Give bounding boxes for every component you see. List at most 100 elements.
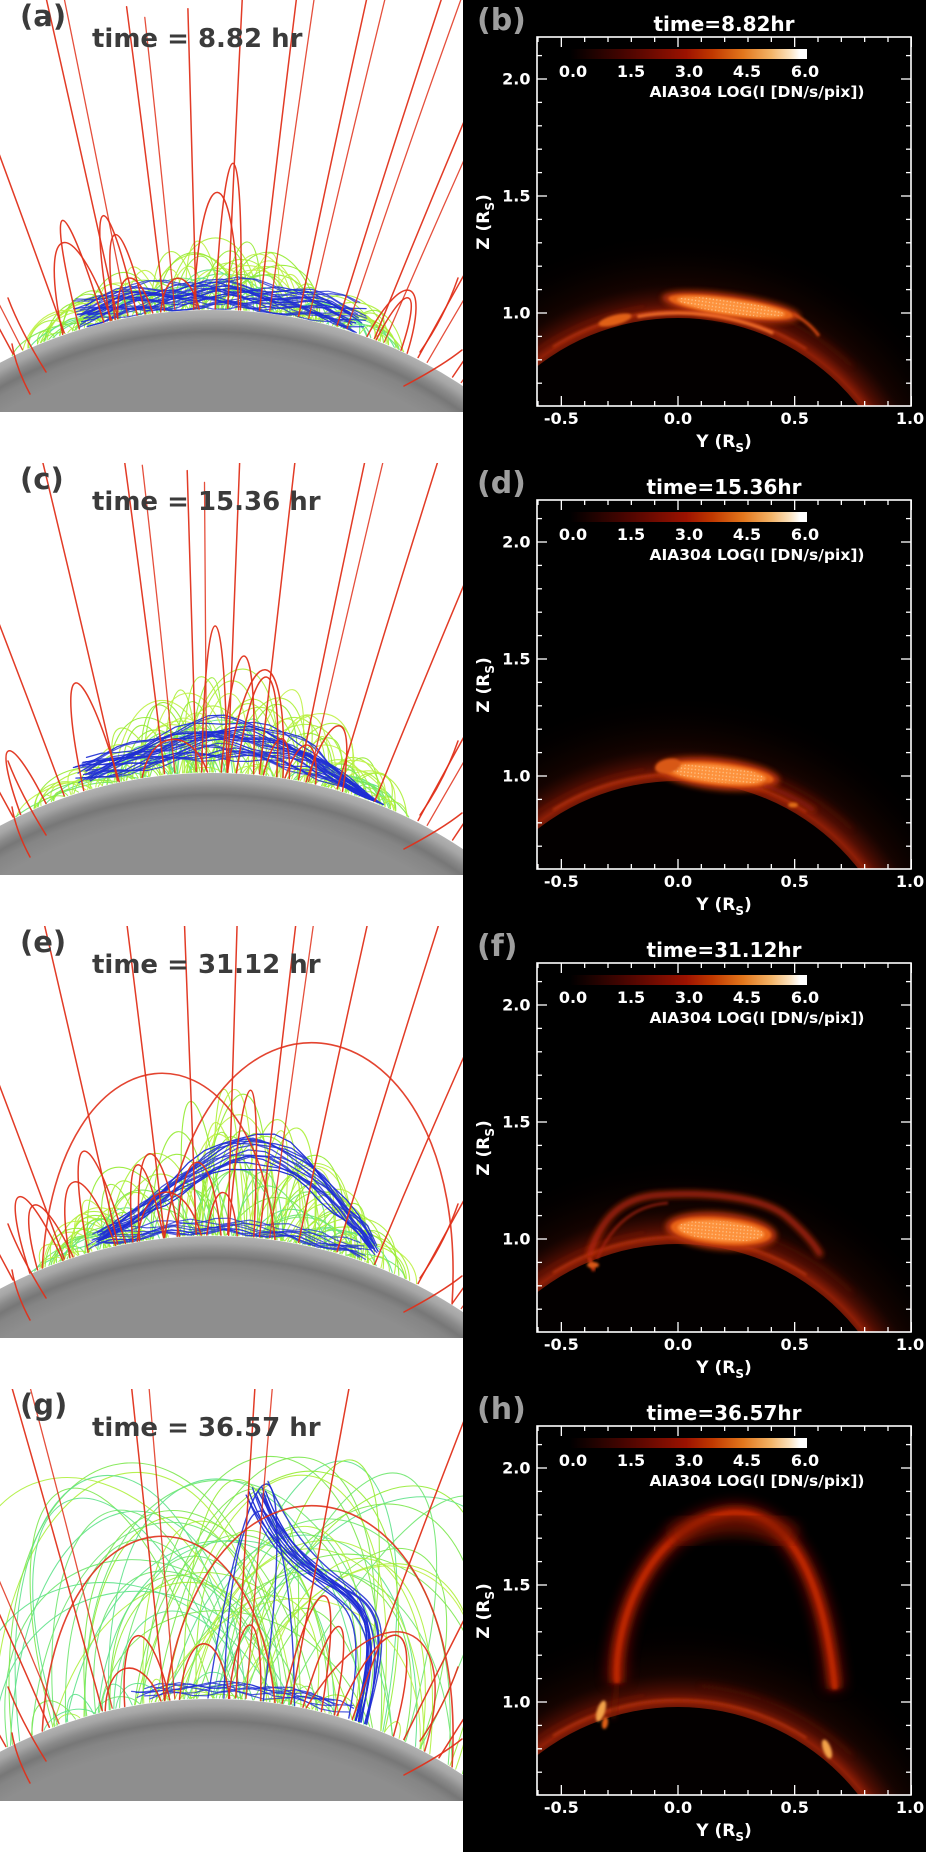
plot-frame — [536, 36, 912, 407]
emission-render: -0.5 0.0 0.5 1.0 2.0 1.5 1.0 0.0 1.5 3.0 4.5 6.0 AIA… — [502, 962, 924, 1354]
colorbar — [570, 512, 807, 522]
emission-image — [537, 37, 911, 406]
x-tick-label: 0.5 — [780, 1798, 808, 1817]
red-overlying-lines — [0, 463, 463, 858]
solar-sphere — [0, 1699, 463, 1801]
colorbar-tick-label: 1.5 — [617, 62, 645, 81]
colorbar-tick-label: 0.0 — [559, 525, 587, 544]
panel-letter: (d) — [477, 466, 526, 501]
panel-title: time=8.82hr — [653, 12, 794, 36]
red-overlying-lines — [0, 1389, 463, 1784]
colorbar-tick-label: 6.0 — [791, 1451, 819, 1470]
x-tick-label: 0.0 — [664, 409, 692, 428]
emission-panel-h: -0.5 0.0 0.5 1.0 2.0 1.5 1.0 0.0 1.5 3.0 4.5 6.0 AIA… — [463, 1389, 926, 1852]
time-label: time = 31.12 hr — [92, 950, 321, 980]
solar-sphere — [0, 773, 463, 875]
x-axis-label: Y (RS) — [695, 895, 752, 918]
colorbar-tick-label: 3.0 — [675, 988, 703, 1007]
time-label: time = 15.36 hr — [92, 487, 321, 517]
prominence-feature — [595, 1502, 845, 1759]
x-tick-label: 0.0 — [664, 1798, 692, 1817]
solar-disk — [537, 1244, 859, 1332]
colorbar-tick-label: 0.0 — [559, 1451, 587, 1470]
figure-row-2: (c) time = 15.36 hr -0.5 0.0 0.5 1.0 2.0 1.5 1… — [0, 463, 926, 926]
y-axis-label: Z (RS) — [474, 1120, 497, 1176]
emission-panel-b: -0.5 0.0 0.5 1.0 2.0 1.5 1.0 0.0 1.5 3.0 4.5 6.0 AIA… — [463, 0, 926, 463]
x-tick-label: -0.5 — [544, 1798, 579, 1817]
y-tick-label: 2.0 — [502, 533, 530, 552]
x-axis-label: Y (RS) — [695, 432, 752, 455]
panel-letter: (c) — [20, 463, 64, 496]
colorbar-tick-label: 4.5 — [733, 525, 761, 544]
panel-letter: (b) — [477, 3, 526, 38]
panel-letter: (e) — [20, 926, 66, 959]
fieldline-render — [0, 0, 463, 412]
solar-sphere — [0, 310, 463, 412]
x-tick-label: 0.5 — [780, 409, 808, 428]
colorbar-tick-label: 6.0 — [791, 988, 819, 1007]
y-tick-label: 1.0 — [502, 767, 530, 786]
y-tick-label: 1.5 — [502, 1576, 530, 1595]
fieldline-render — [0, 1389, 463, 1801]
colorbar-tick-label: 1.5 — [617, 525, 645, 544]
axis-ticks — [537, 1426, 912, 1795]
solar-sphere — [0, 1236, 463, 1338]
colorbar-tick-label: 6.0 — [791, 62, 819, 81]
x-tick-label: 1.0 — [896, 409, 924, 428]
colorbar — [570, 1438, 807, 1448]
plot-frame — [536, 1425, 912, 1796]
time-label: time = 8.82 hr — [92, 24, 303, 54]
fieldline-render — [0, 463, 463, 875]
colorbar-caption: AIA304 LOG(I [DN/s/pix]) — [649, 1472, 864, 1490]
solar-disk — [537, 318, 859, 406]
y-tick-label: 1.5 — [502, 187, 530, 206]
colorbar-tick-label: 1.5 — [617, 988, 645, 1007]
colorbar — [570, 975, 807, 985]
colorbar-tick-label: 0.0 — [559, 62, 587, 81]
x-tick-label: 0.5 — [780, 872, 808, 891]
fieldline-panel-e: (e) time = 31.12 hr — [0, 926, 463, 1389]
colorbar-tick-label: 3.0 — [675, 1451, 703, 1470]
x-tick-label: 0.5 — [780, 1335, 808, 1354]
emission-panel-f: -0.5 0.0 0.5 1.0 2.0 1.5 1.0 0.0 1.5 3.0 4.5 6.0 AIA… — [463, 926, 926, 1389]
axis-ticks — [537, 500, 912, 869]
colorbar-tick-label: 4.5 — [733, 1451, 761, 1470]
y-tick-label: 2.0 — [502, 996, 530, 1015]
colorbar-tick-label: 0.0 — [559, 988, 587, 1007]
x-tick-label: -0.5 — [544, 872, 579, 891]
y-tick-label: 2.0 — [502, 70, 530, 89]
plot-frame — [536, 499, 912, 870]
panel-letter: (h) — [477, 1392, 526, 1427]
x-tick-label: 1.0 — [896, 1335, 924, 1354]
x-tick-label: 1.0 — [896, 1798, 924, 1817]
figure-row-3: (e) time = 31.12 hr -0.5 0.0 0.5 1.0 2.0 1.5 1… — [0, 926, 926, 1389]
x-axis-label: Y (RS) — [695, 1358, 752, 1381]
figure-row-4: (g) time = 36.57 hr -0.5 0.0 0.5 1.0 2.0 1.5 1… — [0, 1389, 926, 1852]
panel-title: time=31.12hr — [647, 938, 802, 962]
prominence-feature — [586, 1191, 824, 1272]
y-tick-label: 1.0 — [502, 1693, 530, 1712]
solar-disk — [537, 1707, 859, 1795]
colorbar-tick-label: 3.0 — [675, 525, 703, 544]
emission-image — [537, 963, 911, 1332]
y-axis-label: Z (RS) — [474, 194, 497, 250]
fieldline-panel-g: (g) time = 36.57 hr — [0, 1389, 463, 1852]
x-tick-label: -0.5 — [544, 1335, 579, 1354]
x-tick-label: 0.0 — [664, 1335, 692, 1354]
y-tick-label: 1.0 — [502, 304, 530, 323]
red-overlying-lines — [0, 0, 463, 395]
panel-letter: (g) — [20, 1389, 67, 1422]
panel-letter: (a) — [20, 0, 66, 33]
red-overlying-lines — [0, 926, 463, 1321]
colorbar-tick-label: 6.0 — [791, 525, 819, 544]
colorbar-caption: AIA304 LOG(I [DN/s/pix]) — [649, 83, 864, 101]
y-tick-label: 1.5 — [502, 650, 530, 669]
colorbar-caption: AIA304 LOG(I [DN/s/pix]) — [649, 1009, 864, 1027]
fieldline-render — [0, 926, 463, 1338]
figure-row-1: (a) time = 8.82 hr -0.5 0.0 0.5 1.0 2.0 1.5 1.… — [0, 0, 926, 463]
blue-flux-rope-lines — [131, 1480, 383, 1725]
fieldline-panel-a: (a) time = 8.82 hr — [0, 0, 463, 463]
x-axis-label: Y (RS) — [695, 1821, 752, 1844]
emission-image — [537, 500, 911, 869]
